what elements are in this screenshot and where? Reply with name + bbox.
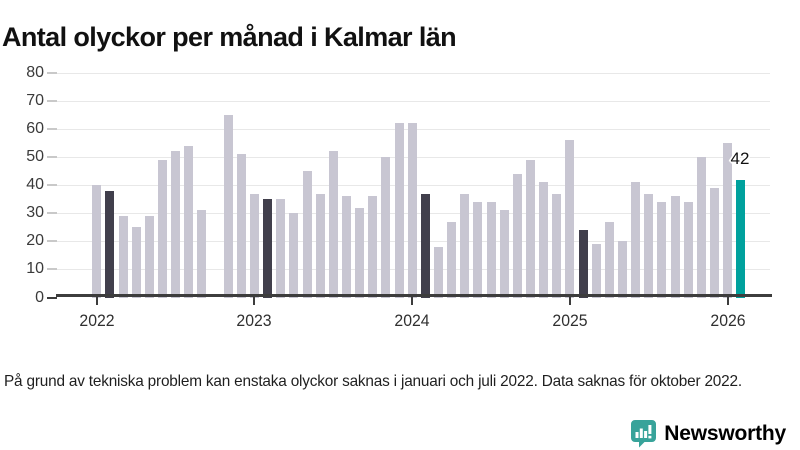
- gridline-y-80: [57, 73, 770, 74]
- bar-2022-11[interactable]: [223, 114, 233, 298]
- bar-2025-06[interactable]: [631, 182, 641, 298]
- y-tick-70: [47, 100, 57, 102]
- gridline-y-70: [57, 101, 770, 102]
- bar-2025-09[interactable]: [670, 196, 680, 298]
- newsworthy-pin-bar-chart-icon: [630, 419, 657, 448]
- bar-2023-01[interactable]: [249, 193, 259, 298]
- bar-2025-01[interactable]: [565, 140, 575, 298]
- y-tick-80: [47, 72, 57, 74]
- chart-footnote: På grund av tekniska problem kan enstaka…: [4, 373, 742, 390]
- page-title: Antal olyckor per månad i Kalmar län: [2, 22, 457, 53]
- bar-2023-07[interactable]: [328, 151, 338, 298]
- bar-2025-03[interactable]: [591, 244, 601, 298]
- bar-2022-03[interactable]: [118, 216, 128, 298]
- x-tick-2022: [96, 297, 98, 305]
- bar-2022-06[interactable]: [157, 159, 167, 298]
- y-tick-30: [47, 212, 57, 214]
- current-value-label: 42: [730, 149, 750, 168]
- bar-2025-04[interactable]: [604, 221, 614, 298]
- x-tick-2026: [727, 297, 729, 305]
- x-tick-2024: [411, 297, 413, 305]
- x-tick-2023: [253, 297, 255, 305]
- bar-2023-03[interactable]: [276, 199, 286, 298]
- bar-2024-08[interactable]: [499, 210, 509, 298]
- bar-2022-04[interactable]: [131, 227, 141, 298]
- newsworthy-branding[interactable]: Newsworthy: [630, 419, 786, 448]
- x-axis-label-2024: 2024: [394, 311, 430, 330]
- bar-2025-05[interactable]: [618, 241, 627, 298]
- bar-2025-12[interactable]: [710, 187, 719, 298]
- bar-2025-10[interactable]: [683, 202, 693, 298]
- bar-2024-11[interactable]: [539, 182, 549, 298]
- bar-2025-02[interactable]: [578, 230, 588, 298]
- y-tick-20: [47, 240, 57, 242]
- bar-2024-07[interactable]: [486, 202, 496, 298]
- bar-2025-08[interactable]: [657, 202, 667, 298]
- bar-2024-12[interactable]: [552, 193, 562, 298]
- y-tick-50: [47, 156, 57, 158]
- bar-2024-02[interactable]: [420, 193, 430, 298]
- bar-2022-08[interactable]: [184, 145, 194, 298]
- y-tick-0: [47, 297, 57, 299]
- bar-2024-03[interactable]: [434, 247, 443, 298]
- bar-2023-02[interactable]: [263, 199, 273, 298]
- bar-2023-12[interactable]: [394, 123, 404, 298]
- x-axis-label-2025: 2025: [552, 311, 588, 330]
- y-tick-60: [47, 128, 57, 130]
- bar-2025-07[interactable]: [644, 193, 654, 298]
- brand-name: Newsworthy: [664, 421, 786, 445]
- bar-2024-01[interactable]: [407, 123, 417, 298]
- bar-2023-05[interactable]: [302, 171, 312, 298]
- y-axis-label-60: 60: [26, 120, 44, 137]
- y-axis-label-20: 20: [26, 232, 44, 249]
- y-axis-label-10: 10: [26, 260, 44, 277]
- bar-2023-10[interactable]: [368, 196, 378, 298]
- y-axis-label-0: 0: [35, 289, 44, 306]
- y-axis-label-40: 40: [26, 176, 44, 193]
- bar-2023-09[interactable]: [355, 207, 365, 298]
- bar-2022-05[interactable]: [144, 216, 154, 298]
- bar-2024-06[interactable]: [473, 202, 483, 298]
- y-axis-label-70: 70: [26, 92, 44, 109]
- bar-2026-01[interactable]: [723, 142, 733, 298]
- bar-2022-07[interactable]: [171, 151, 181, 298]
- bar-2022-12[interactable]: [236, 154, 246, 298]
- y-axis-label-80: 80: [26, 64, 44, 81]
- bar-2023-11[interactable]: [381, 157, 391, 298]
- x-tick-2025: [569, 297, 571, 305]
- bar-2023-06[interactable]: [315, 193, 325, 298]
- y-tick-10: [47, 268, 57, 270]
- bar-2026-02[interactable]: [736, 179, 746, 298]
- bar-2023-04[interactable]: [289, 213, 299, 298]
- y-axis-label-50: 50: [26, 148, 44, 165]
- bar-2022-02[interactable]: [105, 190, 115, 298]
- x-axis-label-2026: 2026: [710, 311, 746, 330]
- bar-2024-04[interactable]: [447, 221, 457, 298]
- bar-2023-08[interactable]: [342, 196, 351, 298]
- bar-2024-10[interactable]: [526, 159, 535, 298]
- x-axis-line: [56, 294, 772, 297]
- bar-2025-11[interactable]: [696, 157, 706, 298]
- x-axis-label-2023: 2023: [236, 311, 272, 330]
- x-axis-label-2022: 2022: [79, 311, 115, 330]
- bar-2022-01[interactable]: [92, 185, 102, 298]
- bar-2024-09[interactable]: [512, 173, 522, 298]
- bar-2024-05[interactable]: [460, 193, 470, 298]
- y-axis-label-30: 30: [26, 204, 44, 221]
- bar-2022-09[interactable]: [197, 210, 207, 298]
- y-tick-40: [47, 184, 57, 186]
